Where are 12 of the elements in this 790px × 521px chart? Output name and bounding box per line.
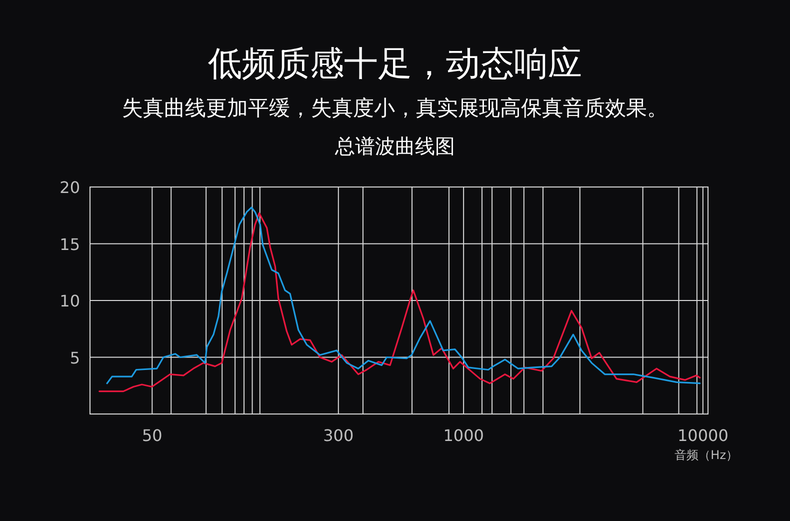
text: 总谱波曲线图 xyxy=(334,134,455,158)
x-tick-label: 1000 xyxy=(443,426,484,445)
y-tick-label: 5 xyxy=(70,348,80,368)
x-tick-label: 300 xyxy=(323,426,354,445)
x-tick-label: 10000 xyxy=(677,426,728,445)
chart-title: 低频质感十足，动态响应 xyxy=(208,44,582,84)
y-tick-label: 20 xyxy=(60,178,80,197)
x-tick-label: 50 xyxy=(142,426,162,445)
x-axis-title: 音频（Hz） xyxy=(674,448,738,462)
y-tick-label: 15 xyxy=(60,234,80,254)
chart-subtitle: 失真曲线更加平缓，失真度小，真实展现高保真音质效果。 xyxy=(122,96,668,120)
y-tick-label: 10 xyxy=(60,292,80,310)
